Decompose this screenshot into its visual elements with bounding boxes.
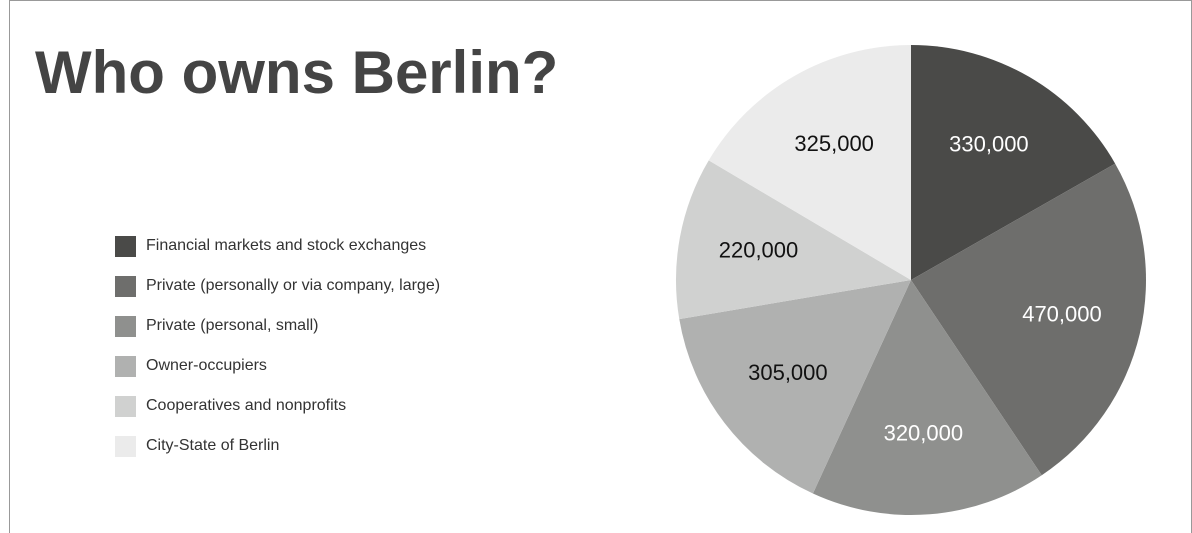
legend-swatch bbox=[115, 316, 136, 337]
legend-label: City-State of Berlin bbox=[146, 437, 279, 454]
legend-swatch bbox=[115, 356, 136, 377]
pie-slice bbox=[812, 280, 1042, 515]
pie-slice bbox=[679, 280, 911, 494]
slice-label: 220,000 bbox=[719, 238, 799, 263]
legend-label: Owner-occupiers bbox=[146, 357, 267, 374]
slice-label: 470,000 bbox=[1022, 301, 1102, 326]
legend-swatch bbox=[115, 276, 136, 297]
pie-slice bbox=[911, 163, 1146, 476]
legend-label: Private (personal, small) bbox=[146, 317, 319, 334]
pie-slice bbox=[708, 45, 911, 280]
legend-swatch bbox=[115, 236, 136, 257]
legend-label: Financial markets and stock exchanges bbox=[146, 237, 426, 254]
pie-slice bbox=[676, 160, 911, 320]
slice-label: 305,000 bbox=[748, 360, 828, 385]
chart-title: Who owns Berlin? bbox=[35, 39, 558, 106]
legend-swatch bbox=[115, 436, 136, 457]
pie-slice bbox=[911, 45, 1116, 280]
slice-label: 330,000 bbox=[949, 132, 1029, 157]
legend-label: Cooperatives and nonprofits bbox=[146, 397, 346, 414]
slice-label: 325,000 bbox=[794, 131, 874, 156]
legend-swatch bbox=[115, 396, 136, 417]
slice-label: 320,000 bbox=[884, 420, 964, 445]
legend-label: Private (personally or via company, larg… bbox=[146, 277, 440, 294]
